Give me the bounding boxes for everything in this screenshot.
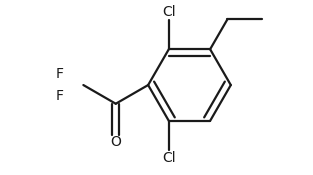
Text: Cl: Cl <box>162 5 176 19</box>
Text: F: F <box>56 89 64 103</box>
Text: Cl: Cl <box>162 151 176 165</box>
Text: F: F <box>56 67 64 81</box>
Text: O: O <box>110 135 121 149</box>
